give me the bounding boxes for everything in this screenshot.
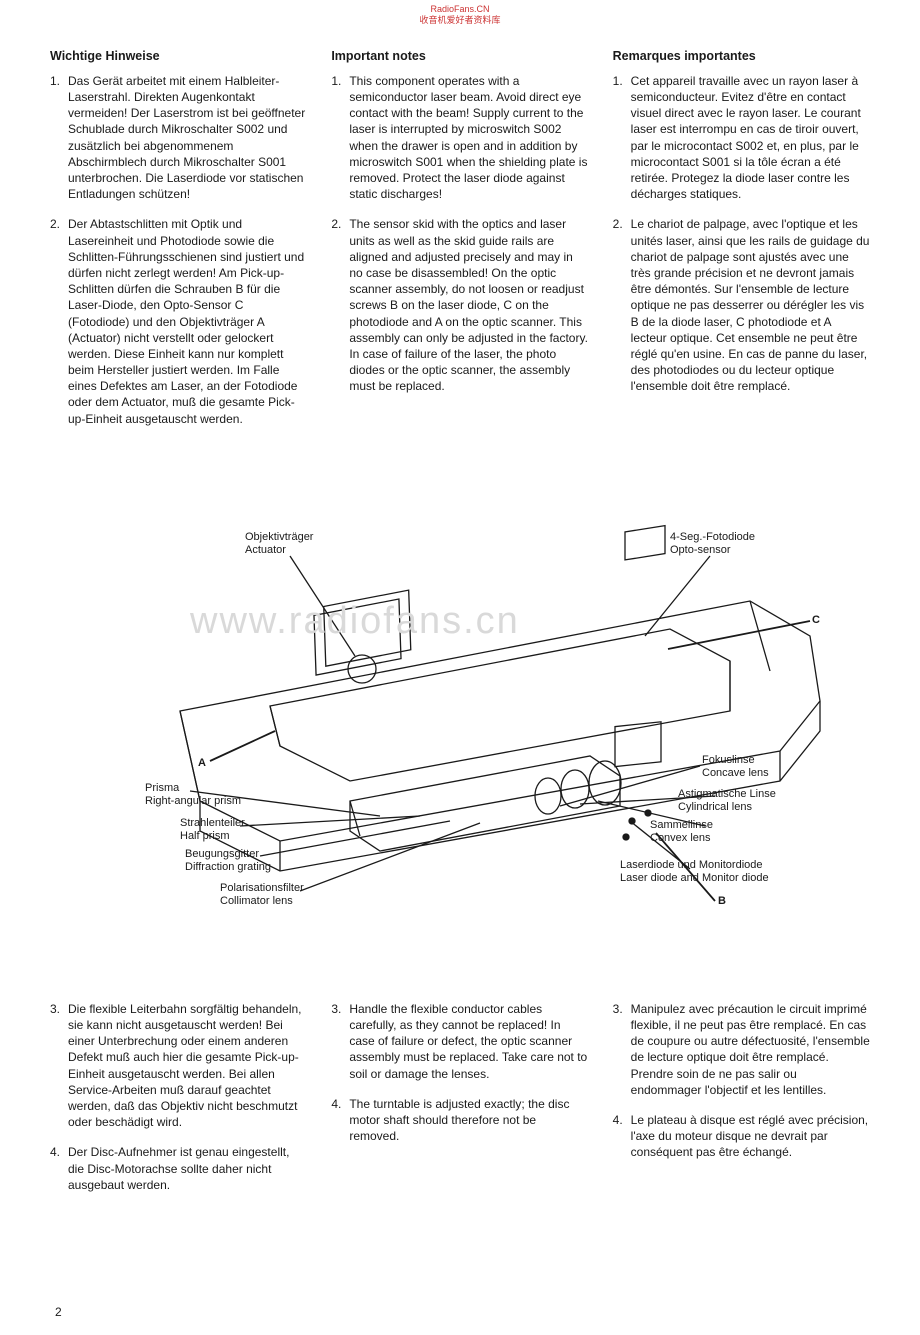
text: This component operates with a semicondu… — [349, 73, 588, 203]
text: The sensor skid with the optics and lase… — [349, 216, 588, 394]
heading-fr: Remarques importantes — [613, 48, 870, 65]
watermark-line2: 收音机爱好者资料库 — [419, 15, 500, 26]
num: 3. — [331, 1001, 349, 1082]
text: Handle the flexible conductor cables car… — [349, 1001, 588, 1082]
watermark-header: RadioFans.CN 收音机爱好者资料库 — [419, 4, 500, 26]
optical-pickup-diagram: www.radiofans.cn — [50, 501, 870, 941]
text: The turntable is adjusted exactly; the d… — [349, 1096, 588, 1145]
label-objekt: Objektivträger Actuator — [245, 531, 313, 557]
num: 3. — [613, 1001, 631, 1098]
label-beugung: Beugungsgitter Diffraction grating — [185, 848, 271, 874]
note-de-3: 3. Die flexible Leiterbahn sorgfältig be… — [50, 1001, 307, 1131]
num: 1. — [50, 73, 68, 203]
column-german: Wichtige Hinweise 1. Das Gerät arbeitet … — [50, 48, 307, 441]
text: Cet appareil travaille avec un rayon las… — [631, 73, 870, 203]
num: 1. — [331, 73, 349, 203]
label-B: B — [718, 895, 726, 908]
heading-en: Important notes — [331, 48, 588, 65]
num: 2. — [50, 216, 68, 426]
note-de-1: 1. Das Gerät arbeitet mit einem Halbleit… — [50, 73, 307, 203]
note-fr-4: 4. Le plateau à disque est réglé avec pr… — [613, 1112, 870, 1161]
note-en-1: 1. This component operates with a semico… — [331, 73, 588, 203]
note-fr-1: 1. Cet appareil travaille avec un rayon … — [613, 73, 870, 203]
column-english: Important notes 1. This component operat… — [331, 48, 588, 441]
label-prisma: Prisma Right-angular prism — [145, 782, 241, 808]
label-astig: Astigmatische Linse Cylindrical lens — [678, 788, 776, 814]
text: Die flexible Leiterbahn sorgfältig behan… — [68, 1001, 307, 1131]
num: 4. — [50, 1144, 68, 1193]
text: Manipulez avec précaution le circuit imp… — [631, 1001, 870, 1098]
heading-de: Wichtige Hinweise — [50, 48, 307, 65]
label-laserdiode: Laserdiode und Monitordiode Laser diode … — [620, 859, 769, 885]
text: Das Gerät arbeitet mit einem Halbleiter-… — [68, 73, 307, 203]
note-en-4: 4. The turntable is adjusted exactly; th… — [331, 1096, 588, 1145]
label-sammel: Sammellinse Convex lens — [650, 819, 713, 845]
num: 2. — [613, 216, 631, 394]
label-polar: Polarisationsfilter Collimator lens — [220, 882, 304, 908]
label-strahlen: Strahlenteiler Half prism — [180, 817, 245, 843]
num: 4. — [331, 1096, 349, 1145]
num: 2. — [331, 216, 349, 394]
label-A: A — [198, 757, 206, 770]
column-french-lower: 3. Manipulez avec précaution le circuit … — [613, 1001, 870, 1207]
note-de-4: 4. Der Disc-Aufnehmer ist genau eingeste… — [50, 1144, 307, 1193]
column-german-lower: 3. Die flexible Leiterbahn sorgfältig be… — [50, 1001, 307, 1207]
text: Der Abtastschlitten mit Optik und Lasere… — [68, 216, 307, 426]
label-fotodiode: 4-Seg.-Fotodiode Opto-sensor — [670, 531, 755, 557]
column-french: Remarques importantes 1. Cet appareil tr… — [613, 48, 870, 441]
column-english-lower: 3. Handle the flexible conductor cables … — [331, 1001, 588, 1207]
note-de-2: 2. Der Abtastschlitten mit Optik und Las… — [50, 216, 307, 426]
text: Le chariot de palpage, avec l'optique et… — [631, 216, 870, 394]
text: Der Disc-Aufnehmer ist genau eingestellt… — [68, 1144, 307, 1193]
page-number: 2 — [55, 1304, 62, 1320]
watermark-line1: RadioFans.CN — [419, 4, 500, 15]
num: 3. — [50, 1001, 68, 1131]
text: Le plateau à disque est réglé avec préci… — [631, 1112, 870, 1161]
num: 1. — [613, 73, 631, 203]
note-fr-2: 2. Le chariot de palpage, avec l'optique… — [613, 216, 870, 394]
lower-columns: 3. Die flexible Leiterbahn sorgfältig be… — [50, 1001, 870, 1207]
label-fokus: Fokuslinse Concave lens — [702, 754, 769, 780]
upper-columns: Wichtige Hinweise 1. Das Gerät arbeitet … — [50, 48, 870, 441]
note-en-3: 3. Handle the flexible conductor cables … — [331, 1001, 588, 1082]
num: 4. — [613, 1112, 631, 1161]
label-C: C — [812, 614, 820, 627]
note-en-2: 2. The sensor skid with the optics and l… — [331, 216, 588, 394]
note-fr-3: 3. Manipulez avec précaution le circuit … — [613, 1001, 870, 1098]
